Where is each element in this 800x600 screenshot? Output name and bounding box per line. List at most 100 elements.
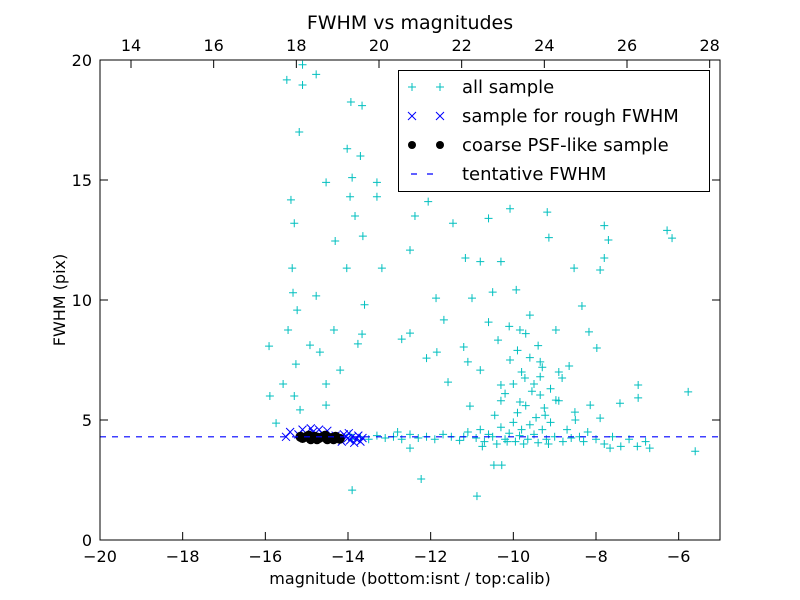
all-sample-point (615, 399, 624, 408)
all-sample-point (503, 437, 512, 446)
y-tick-label: 0 (82, 531, 92, 550)
all-sample-point (346, 192, 355, 201)
all-sample-point (282, 75, 291, 84)
all-sample-point (410, 212, 419, 220)
all-sample-point (532, 413, 541, 422)
all-sample-point (527, 387, 536, 396)
all-sample-point (342, 264, 351, 273)
all-sample-point (641, 437, 650, 446)
legend-marker-rough (407, 111, 417, 121)
all-sample-point (424, 197, 433, 206)
x-tick-label: −18 (166, 547, 200, 566)
all-sample-point (538, 425, 547, 434)
all-sample-point (592, 344, 601, 352)
all-sample-point (586, 401, 595, 410)
x-tick-label: −10 (496, 547, 530, 566)
all-sample-point (448, 219, 457, 228)
all-sample-point (406, 246, 414, 255)
y-tick-label: 5 (82, 411, 92, 430)
all-sample-point (478, 442, 487, 451)
all-sample-point (279, 380, 288, 388)
all-sample-point (372, 192, 381, 201)
all-sample-point (513, 346, 522, 355)
legend-marker-rough (435, 111, 445, 121)
all-sample-point (417, 475, 426, 484)
all-sample-point (496, 396, 505, 405)
all-sample-point (265, 342, 274, 351)
all-sample-point (290, 392, 299, 400)
all-sample-point (515, 326, 524, 334)
all-sample-point (521, 329, 530, 338)
all-sample-point (492, 440, 501, 448)
y-tick-label: 10 (72, 291, 92, 310)
all-sample-point (480, 437, 489, 446)
x-axis-label: magnitude (bottom:isnt / top:calib) (269, 569, 550, 588)
all-sample-point (525, 311, 534, 320)
all-sample-point (439, 315, 448, 324)
all-sample-point (571, 416, 580, 424)
all-sample-point (523, 435, 532, 444)
all-sample-point (570, 264, 579, 273)
all-sample-point (567, 434, 576, 442)
all-sample-point (322, 380, 331, 388)
all-sample-point (501, 389, 510, 398)
all-sample-point (377, 264, 386, 273)
all-sample-point (305, 341, 314, 350)
all-sample-point (312, 291, 321, 300)
all-sample-point (544, 440, 553, 448)
top-x-tick-label: 28 (699, 36, 719, 55)
all-sample-point (496, 423, 505, 432)
top-x-tick-label: 14 (121, 36, 141, 55)
all-sample-point (455, 436, 464, 445)
top-x-tick-label: 24 (534, 36, 554, 55)
all-sample-point (551, 326, 560, 334)
all-sample-point (554, 368, 563, 376)
all-sample-point (596, 266, 605, 274)
all-sample-point (506, 204, 515, 213)
legend-marker-all (436, 83, 444, 91)
all-sample-point (577, 302, 586, 310)
all-sample-point (509, 380, 518, 388)
all-sample-point (563, 425, 572, 434)
all-sample-point (691, 447, 700, 456)
all-sample-point (343, 144, 352, 153)
all-sample-point (358, 232, 367, 241)
all-sample-point (476, 366, 485, 375)
all-sample-point (506, 356, 515, 364)
all-sample-point (286, 195, 295, 204)
all-sample-point (463, 428, 472, 436)
all-sample-point (600, 221, 609, 230)
all-sample-point (684, 387, 693, 396)
all-sample-point (459, 343, 468, 352)
all-sample-point (298, 60, 307, 69)
all-sample-point (616, 442, 625, 451)
all-sample-point (488, 288, 497, 297)
data-layer (100, 60, 720, 501)
all-sample-point (468, 294, 476, 303)
all-sample-point (538, 363, 547, 372)
all-sample-point (291, 360, 300, 369)
all-sample-point (489, 461, 498, 470)
rough-sample-point (353, 431, 363, 440)
all-sample-point (583, 428, 592, 436)
all-sample-point (525, 420, 534, 429)
all-sample-point (521, 401, 530, 410)
all-sample-point (606, 444, 615, 453)
all-sample-point (496, 257, 505, 266)
all-sample-point (296, 405, 305, 414)
all-sample-point (546, 418, 555, 427)
all-sample-point (265, 392, 274, 400)
x-tick-label: −20 (83, 547, 117, 566)
all-sample-point (600, 254, 609, 262)
all-sample-point (634, 393, 643, 402)
all-sample-point (444, 378, 453, 387)
top-x-tick-label: 16 (203, 36, 223, 55)
all-sample-point (358, 101, 367, 110)
all-sample-point (565, 362, 574, 370)
coarse-sample-point (320, 430, 331, 441)
all-sample-point (439, 430, 448, 439)
all-sample-point (346, 98, 355, 106)
all-sample-point (476, 425, 485, 434)
coarse-sample-point (303, 430, 314, 441)
